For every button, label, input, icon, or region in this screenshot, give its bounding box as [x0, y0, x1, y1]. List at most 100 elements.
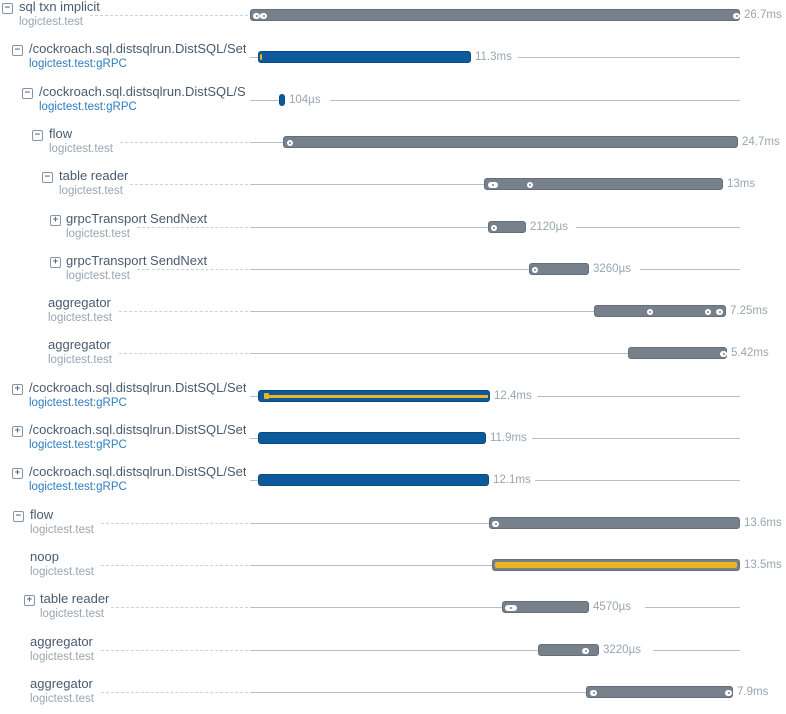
- event-marker: [716, 309, 723, 315]
- toggle-expand-icon[interactable]: −: [2, 3, 13, 14]
- toggle-expand-icon[interactable]: +: [12, 468, 23, 479]
- trace-row: − flow logictest.test 13.6ms: [0, 502, 786, 544]
- toggle-expand-icon[interactable]: −: [13, 511, 24, 522]
- span-bar[interactable]: [258, 432, 486, 444]
- span-name[interactable]: /cockroach.sql.distsqlrun.DistSQL/Set: [29, 464, 247, 479]
- span-bar[interactable]: [492, 559, 740, 571]
- span-name[interactable]: /cockroach.sql.distsqlrun.DistSQL/S: [39, 84, 246, 99]
- toggle-expand-icon[interactable]: +: [12, 426, 23, 437]
- toggle-expand-icon[interactable]: −: [42, 172, 53, 183]
- span-leader: logictest.test: [48, 305, 248, 324]
- span-bar[interactable]: [250, 9, 740, 21]
- event-marker: [532, 267, 538, 273]
- event-marker: [582, 648, 589, 654]
- toggle-expand-icon[interactable]: +: [12, 384, 23, 395]
- span-name[interactable]: /cockroach.sql.distsqlrun.DistSQL/Set: [29, 41, 247, 56]
- span-name[interactable]: sql txn implicit: [19, 0, 100, 14]
- span-duration: 13ms: [727, 178, 756, 190]
- leader-dashes: [129, 184, 248, 185]
- span-leader: logictest.test: [66, 263, 248, 282]
- trail-line: [576, 227, 740, 228]
- span-name[interactable]: aggregator: [30, 676, 93, 691]
- leader-dashes: [110, 607, 248, 608]
- leader-dashes: [100, 523, 248, 524]
- span-bar[interactable]: [628, 347, 727, 359]
- trail-line: [518, 57, 740, 58]
- lead-line: [250, 692, 586, 693]
- span-bar[interactable]: [279, 94, 285, 106]
- event-marker: [647, 309, 653, 315]
- event-marker: [733, 13, 740, 19]
- span-bar[interactable]: [484, 178, 723, 190]
- span-duration: 3260µs: [593, 263, 631, 275]
- span-bar[interactable]: [529, 263, 589, 275]
- span-bar[interactable]: [488, 221, 526, 233]
- span-leader: logictest.test: [66, 221, 248, 240]
- span-bar[interactable]: [594, 305, 726, 317]
- lead-line: [250, 523, 489, 524]
- span-name[interactable]: grpcTransport SendNext: [66, 211, 208, 226]
- span-name[interactable]: table reader: [40, 591, 110, 606]
- span-name[interactable]: /cockroach.sql.distsqlrun.DistSQL/Set: [29, 380, 247, 395]
- span-name[interactable]: flow: [30, 507, 54, 522]
- span-name[interactable]: aggregator: [48, 295, 111, 310]
- span-bar[interactable]: [586, 686, 733, 698]
- lead-line: [250, 227, 488, 228]
- toggle-expand-icon[interactable]: +: [50, 215, 61, 226]
- span-source-label: logictest.test: [19, 16, 83, 28]
- event-marker: [491, 225, 497, 231]
- yellow-tick: [260, 54, 262, 60]
- event-marker: [527, 182, 533, 188]
- toggle-expand-icon[interactable]: −: [22, 88, 33, 99]
- span-bar[interactable]: [502, 601, 589, 613]
- span-name[interactable]: noop: [30, 549, 59, 564]
- span-bar[interactable]: [258, 474, 489, 486]
- span-leader: logictest.test: [48, 347, 248, 366]
- trail-line: [532, 438, 740, 439]
- trail-line: [653, 650, 740, 651]
- span-bar[interactable]: [258, 390, 490, 402]
- span-name[interactable]: table reader: [59, 168, 129, 183]
- lead-line: [250, 438, 258, 439]
- span-source-label: logictest.test:gRPC: [29, 58, 127, 70]
- event-marker: [260, 13, 267, 19]
- trace-row: + /cockroach.sql.distsqlrun.DistSQL/Set …: [0, 459, 786, 501]
- trace-row: − sql txn implicit logictest.test 26.7ms: [0, 0, 786, 36]
- span-name[interactable]: aggregator: [30, 634, 93, 649]
- span-name[interactable]: grpcTransport SendNext: [66, 253, 208, 268]
- span-leader: logictest.test: [19, 9, 248, 28]
- toggle-expand-icon[interactable]: −: [32, 130, 43, 141]
- noop-yellow-fill: [495, 562, 737, 568]
- span-name[interactable]: aggregator: [48, 337, 111, 352]
- span-source-label: logictest.test: [30, 566, 94, 578]
- lead-line: [250, 565, 492, 566]
- toggle-expand-icon[interactable]: +: [50, 257, 61, 268]
- span-bar[interactable]: [489, 517, 740, 529]
- span-bar[interactable]: [283, 136, 738, 148]
- trail-line: [537, 396, 740, 397]
- lead-line: [250, 269, 529, 270]
- trace-row: + grpcTransport SendNext logictest.test …: [0, 206, 786, 248]
- span-leader: logictest.test: [30, 686, 248, 705]
- span-duration: 5.42ms: [731, 347, 769, 359]
- span-duration: 3220µs: [603, 644, 641, 656]
- event-marker: [705, 309, 711, 315]
- span-duration: 2120µs: [530, 221, 568, 233]
- trace-row: aggregator logictest.test 5.42ms: [0, 332, 786, 374]
- span-duration: 13.6ms: [744, 517, 782, 529]
- span-source-label: logictest.test:gRPC: [29, 397, 127, 409]
- event-marker: [725, 690, 732, 696]
- toggle-expand-icon[interactable]: +: [24, 595, 35, 606]
- leader-dashes: [89, 15, 248, 16]
- span-bar[interactable]: [538, 644, 599, 656]
- span-duration: 12.4ms: [494, 390, 532, 402]
- span-name[interactable]: flow: [49, 126, 73, 141]
- span-duration: 13.5ms: [744, 559, 782, 571]
- span-name[interactable]: /cockroach.sql.distsqlrun.DistSQL/Set: [29, 422, 247, 437]
- span-bar[interactable]: [258, 51, 471, 63]
- span-leader: logictest.test:gRPC: [29, 432, 248, 451]
- leader-dashes: [118, 311, 248, 312]
- toggle-expand-icon[interactable]: −: [12, 45, 23, 56]
- span-leader: logictest.test:gRPC: [29, 390, 248, 409]
